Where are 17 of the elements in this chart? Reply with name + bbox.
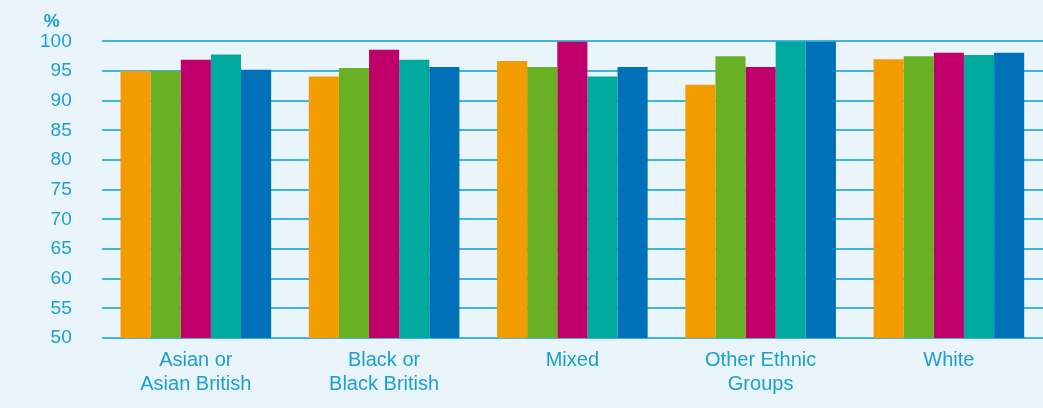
x-tick-label: White xyxy=(923,347,975,370)
y-tick-label: 55 xyxy=(50,296,72,318)
y-tick-label: 85 xyxy=(50,118,72,140)
x-tick-label: Black or Black British xyxy=(329,347,440,394)
y-tick-label: 50 xyxy=(50,326,72,348)
y-axis-title: % xyxy=(43,11,60,32)
x-tick-label: Mixed xyxy=(545,347,600,370)
y-tick-label: 75 xyxy=(50,177,72,199)
y-tick-label: 60 xyxy=(50,266,72,288)
x-tick-label: Other Ethnic Groups xyxy=(705,347,817,394)
y-tick-label: 100 xyxy=(40,29,72,51)
y-tick-label: 70 xyxy=(50,207,72,229)
y-tick-label: 65 xyxy=(50,237,72,259)
y-tick-label: 95 xyxy=(50,59,72,81)
y-tick-label: 90 xyxy=(50,88,72,110)
x-tick-label: Asian or Asian British xyxy=(140,347,252,394)
y-tick-label: 80 xyxy=(50,148,72,170)
